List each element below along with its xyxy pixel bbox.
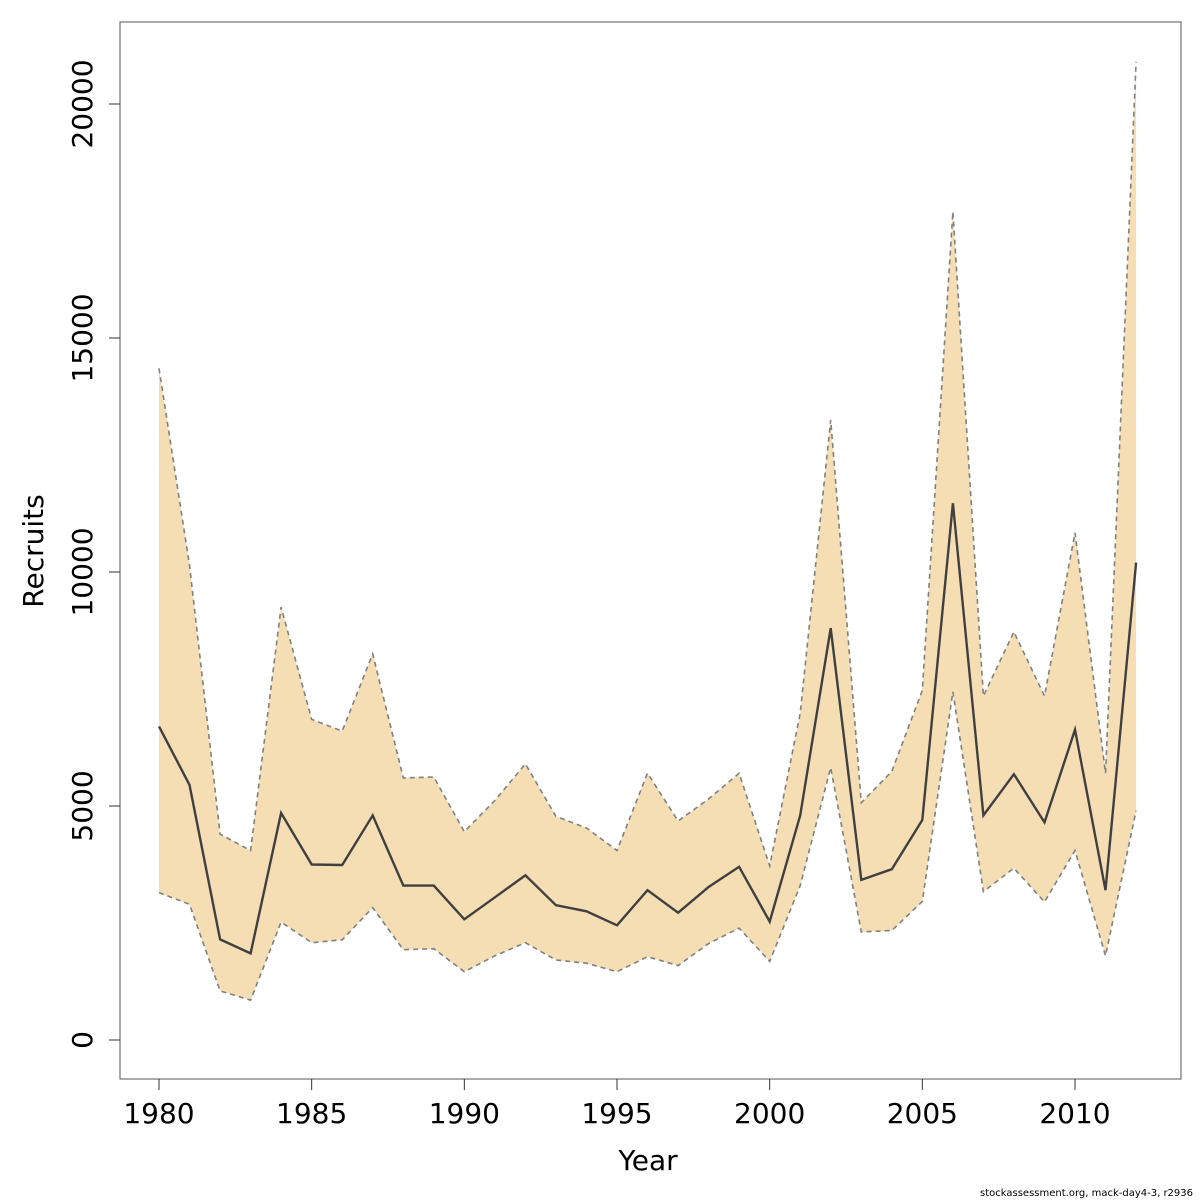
- x-tick-label: 1990: [429, 1097, 500, 1130]
- x-axis-title: Year: [617, 1144, 678, 1177]
- confidence-band: [159, 61, 1137, 1001]
- footnote: stockassessment.org, mack-day4-3, r2936: [980, 1188, 1193, 1199]
- x-tick-label: 1995: [581, 1097, 652, 1130]
- upper-bound-line: [158, 61, 1137, 870]
- y-tick-label: 15000: [66, 293, 99, 382]
- x-tick-label: 2000: [734, 1097, 805, 1130]
- y-axis-title: Recruits: [17, 494, 50, 607]
- axes: 1980 1985 1990 1995 2000 2005 2010 0 5000 10000 15…: [66, 21, 1182, 1130]
- x-tick-label: 2005: [887, 1097, 958, 1130]
- x-tick-label: 1980: [123, 1097, 194, 1130]
- y-tick-label: 20000: [66, 59, 99, 148]
- y-tick-label: 10000: [66, 527, 99, 616]
- plot-frame: [119, 21, 1182, 1080]
- y-tick-label: 5000: [66, 770, 99, 841]
- estimate-line: [157, 503, 1138, 956]
- x-tick-label: 1985: [276, 1097, 347, 1130]
- plot-area: [157, 61, 1138, 1002]
- x-tick-label: 2010: [1039, 1097, 1110, 1130]
- y-tick-label: 0: [66, 1031, 99, 1049]
